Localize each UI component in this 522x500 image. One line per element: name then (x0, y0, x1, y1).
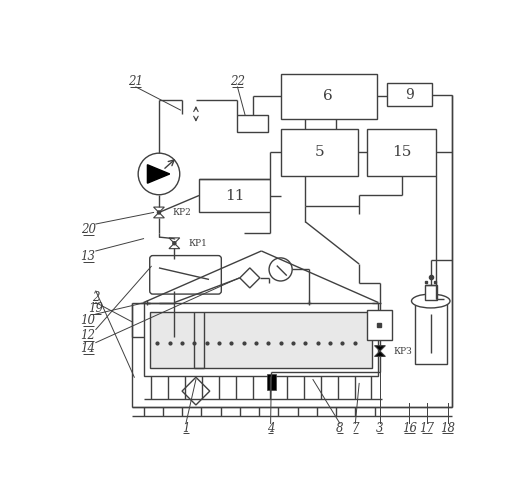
Bar (367, 310, 392, 340)
Polygon shape (169, 238, 180, 244)
Text: 18: 18 (440, 422, 455, 434)
Bar (281, 130, 358, 176)
Text: 16: 16 (402, 422, 417, 434)
Polygon shape (240, 268, 260, 288)
Polygon shape (153, 207, 164, 212)
Text: 22: 22 (230, 75, 245, 88)
Text: 5: 5 (314, 146, 324, 160)
Bar (367, 130, 436, 176)
Text: 1: 1 (182, 422, 189, 434)
Bar (144, 302, 378, 376)
Text: 9: 9 (405, 88, 413, 102)
Circle shape (158, 211, 160, 214)
Text: 4: 4 (267, 422, 275, 434)
FancyBboxPatch shape (150, 256, 221, 294)
Text: 14: 14 (80, 342, 96, 355)
Circle shape (269, 258, 292, 281)
Text: 15: 15 (392, 146, 411, 160)
Bar (199, 180, 270, 212)
Text: 13: 13 (80, 250, 96, 263)
Polygon shape (147, 164, 170, 183)
Text: 3: 3 (376, 422, 384, 434)
Text: КР2: КР2 (173, 208, 192, 217)
Polygon shape (375, 346, 385, 351)
Bar (238, 116, 268, 132)
Ellipse shape (411, 294, 450, 308)
Text: 6: 6 (324, 89, 333, 103)
Bar (281, 74, 377, 118)
Text: КР1: КР1 (188, 239, 207, 248)
Text: 17: 17 (419, 422, 434, 434)
Text: 11: 11 (224, 188, 244, 202)
Bar (424, 285, 437, 300)
Circle shape (138, 153, 180, 194)
Text: 8: 8 (336, 422, 343, 434)
Bar (414, 298, 447, 364)
Text: 10: 10 (80, 314, 96, 327)
Text: 12: 12 (80, 329, 96, 342)
Text: 20: 20 (80, 223, 96, 236)
Text: КРЗ: КРЗ (394, 346, 412, 356)
Bar (387, 83, 432, 106)
Polygon shape (182, 377, 210, 405)
Polygon shape (169, 244, 180, 248)
Bar (267, 374, 276, 390)
Text: 2: 2 (92, 290, 100, 304)
Bar (150, 312, 372, 368)
Text: 19: 19 (88, 302, 103, 315)
Text: 7: 7 (351, 422, 359, 434)
Polygon shape (375, 351, 385, 356)
Polygon shape (153, 212, 164, 218)
Circle shape (173, 242, 176, 245)
Text: 21: 21 (128, 75, 144, 88)
